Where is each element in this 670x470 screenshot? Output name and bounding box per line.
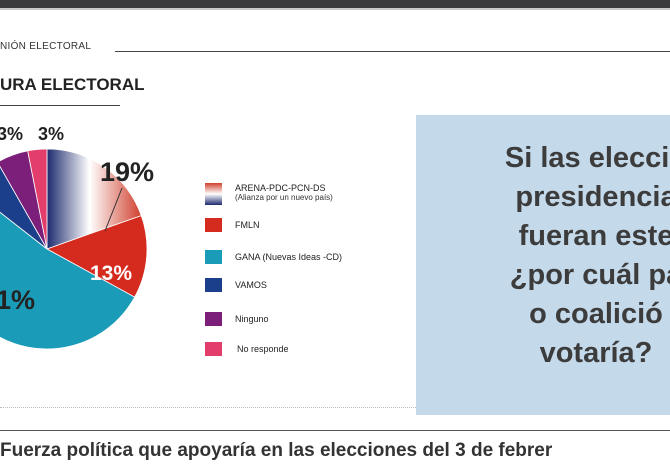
chart-title: URA ELECTORAL [0,75,145,94]
legend-label-arena: ARENA-PDC-PCN-DS [235,183,326,193]
footer-rule [0,430,670,431]
legend-label-vamos: VAMOS [235,280,267,290]
top-divider [0,8,670,10]
question-text: Si las eleccio presidencia fueran este ¿… [504,142,670,369]
question-box: Si las eleccio presidencia fueran este ¿… [416,115,670,415]
legend-label-fmln: FMLN [235,220,260,230]
legend-swatch-no-responde [205,342,222,356]
section-rule [115,51,670,52]
slice-fmln [46,215,148,298]
legend-label-ninguno: Ninguno [235,314,269,324]
legend-swatch-fmln [205,218,222,232]
footer-caption: Fuerza política que apoyaría en las elec… [0,440,553,461]
dotted-divider [0,407,470,408]
slice-no-responde [27,148,48,250]
pie-chart [0,148,148,350]
legend-swatch-ninguno [205,312,222,326]
legend-label-gana: GANA (Nuevas Ideas -CD) [235,252,343,262]
legend-label-no-responde: No responde [237,344,289,354]
title-rule [0,105,120,106]
slice-gana [0,211,136,350]
slice-arena [46,148,142,250]
legend-swatch-gana [205,250,222,264]
slice-label-no-responde: 3% [38,124,65,144]
section-label: NIÓN ELECTORAL [0,41,92,52]
slice-label-gana: 1% [0,285,36,315]
arena-leader-line [104,187,123,232]
slice-label-fmln: 13% [90,262,133,285]
legend-swatch-vamos [205,278,222,292]
slice-label-arena: 19% [100,157,155,187]
legend-sub-arena: (Alianza por un nuevo país) [235,193,333,202]
top-bar [0,0,670,8]
slice-label-ninguno: 3% [0,124,24,144]
legend-swatch-arena [205,183,222,205]
